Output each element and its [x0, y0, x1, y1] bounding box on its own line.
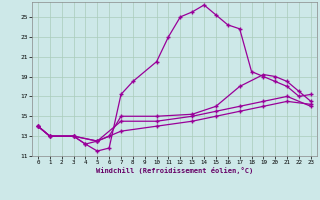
X-axis label: Windchill (Refroidissement éolien,°C): Windchill (Refroidissement éolien,°C)	[96, 167, 253, 174]
